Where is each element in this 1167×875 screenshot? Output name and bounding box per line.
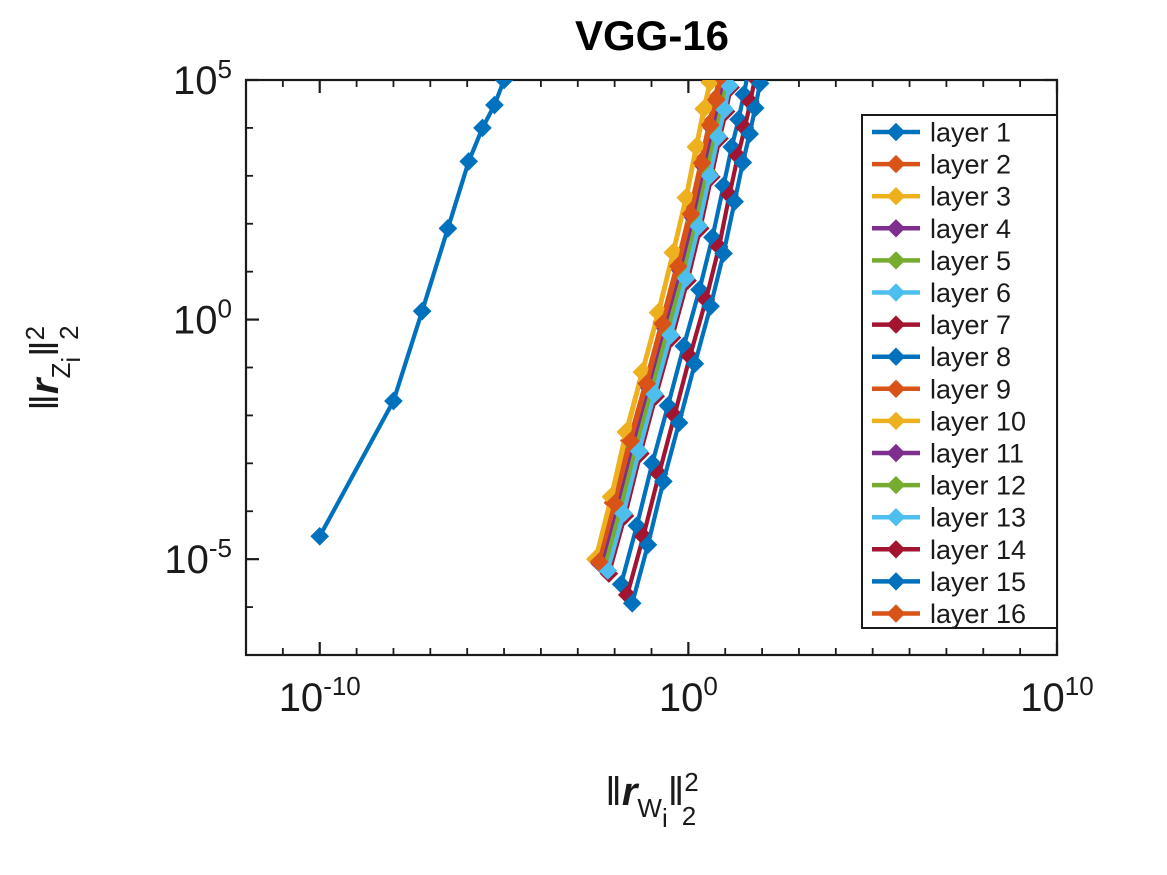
- legend-item-layer-16[interactable]: layer 16: [872, 599, 1026, 629]
- y-tick-label: 105: [173, 54, 232, 103]
- legend-swatch-marker: [886, 379, 906, 398]
- x-axis-tick-labels: 10-10 100 1010: [279, 671, 1094, 720]
- legend-item-label: layer 7: [930, 310, 1011, 340]
- legend-swatch-marker: [886, 572, 906, 591]
- svg-text:‖rWi‖22: ‖rWi‖2 2: [605, 767, 698, 833]
- legend-item-label: layer 13: [930, 503, 1026, 533]
- legend-item-layer-12[interactable]: layer 12: [872, 471, 1026, 501]
- legend-item-layer-2[interactable]: layer 2: [872, 150, 1011, 180]
- legend-item-layer-1[interactable]: layer 1: [872, 118, 1011, 148]
- series-layer-13: [598, 80, 739, 580]
- series-layer-1: [310, 80, 514, 546]
- legend-item-layer-15[interactable]: layer 15: [872, 567, 1026, 597]
- legend-item-layer-11[interactable]: layer 11: [872, 439, 1024, 469]
- legend-item-layer-14[interactable]: layer 14: [872, 535, 1026, 565]
- legend-item-layer-6[interactable]: layer 6: [872, 278, 1011, 308]
- series-layer-8: [611, 80, 754, 594]
- legend-item-label: layer 14: [930, 535, 1026, 565]
- legend-item-label: layer 2: [930, 150, 1011, 180]
- legend-swatch-marker: [886, 283, 906, 302]
- legend-item-layer-10[interactable]: layer 10: [872, 406, 1026, 436]
- legend-item-label: layer 1: [930, 118, 1011, 148]
- legend-item-label: layer 10: [930, 406, 1026, 436]
- y-tick-label: 10-5: [164, 533, 232, 582]
- y-tick-label: 100: [173, 294, 232, 343]
- series-layer-15: [622, 80, 770, 613]
- x-axis-label: ‖rWi‖2 2: [605, 767, 698, 833]
- legend-swatch-marker: [886, 475, 906, 495]
- legend-swatch-marker: [886, 154, 906, 174]
- legend-swatch-marker: [886, 347, 906, 366]
- legend-swatch-marker: [886, 540, 906, 559]
- legend-swatch-marker: [886, 122, 906, 142]
- page-title: VGG-16: [575, 12, 729, 59]
- legend-item-layer-7[interactable]: layer 7: [872, 310, 1011, 340]
- x-tick-label: 10-10: [279, 671, 361, 720]
- legend-swatch-marker: [886, 443, 906, 463]
- y-axis-label: ‖rZi‖2 2: [20, 325, 86, 410]
- legend-item-label: layer 11: [930, 439, 1024, 469]
- legend-swatch-marker: [886, 187, 906, 206]
- x-tick-label: 1010: [1020, 671, 1093, 720]
- legend-swatch-marker: [886, 604, 906, 623]
- legend-swatch-marker: [886, 315, 906, 334]
- legend-swatch-marker: [886, 251, 906, 270]
- legend-item-label: layer 12: [930, 471, 1026, 501]
- legend-item-layer-3[interactable]: layer 3: [872, 182, 1011, 212]
- legend-item-layer-8[interactable]: layer 8: [872, 342, 1011, 372]
- legend-item-label: layer 3: [930, 182, 1011, 212]
- legend-item-label: layer 16: [930, 599, 1026, 629]
- data-series-group: [310, 80, 770, 613]
- legend-item-label: layer 8: [930, 342, 1011, 372]
- legend-item-label: layer 4: [930, 214, 1011, 244]
- legend-item-layer-13[interactable]: layer 13: [872, 503, 1026, 533]
- legend-item-label: layer 9: [930, 374, 1011, 404]
- x-tick-label: 100: [659, 671, 718, 720]
- legend-item-label: layer 15: [930, 567, 1026, 597]
- legend-swatch-marker: [886, 219, 906, 238]
- legend-swatch-marker: [886, 411, 906, 431]
- legend-item-label: layer 6: [930, 278, 1011, 308]
- y-axis-tick-labels: 105 100 10-5: [164, 54, 232, 582]
- series-layer-16: [589, 80, 727, 572]
- legend-item-label: layer 5: [930, 246, 1011, 276]
- legend-item-layer-5[interactable]: layer 5: [872, 246, 1011, 276]
- legend-item-layer-9[interactable]: layer 9: [872, 374, 1011, 404]
- svg-text:‖rZi‖22: ‖rZi‖2 2: [20, 325, 86, 410]
- legend-item-layer-4[interactable]: layer 4: [872, 214, 1011, 244]
- legend-swatch-marker: [886, 508, 906, 527]
